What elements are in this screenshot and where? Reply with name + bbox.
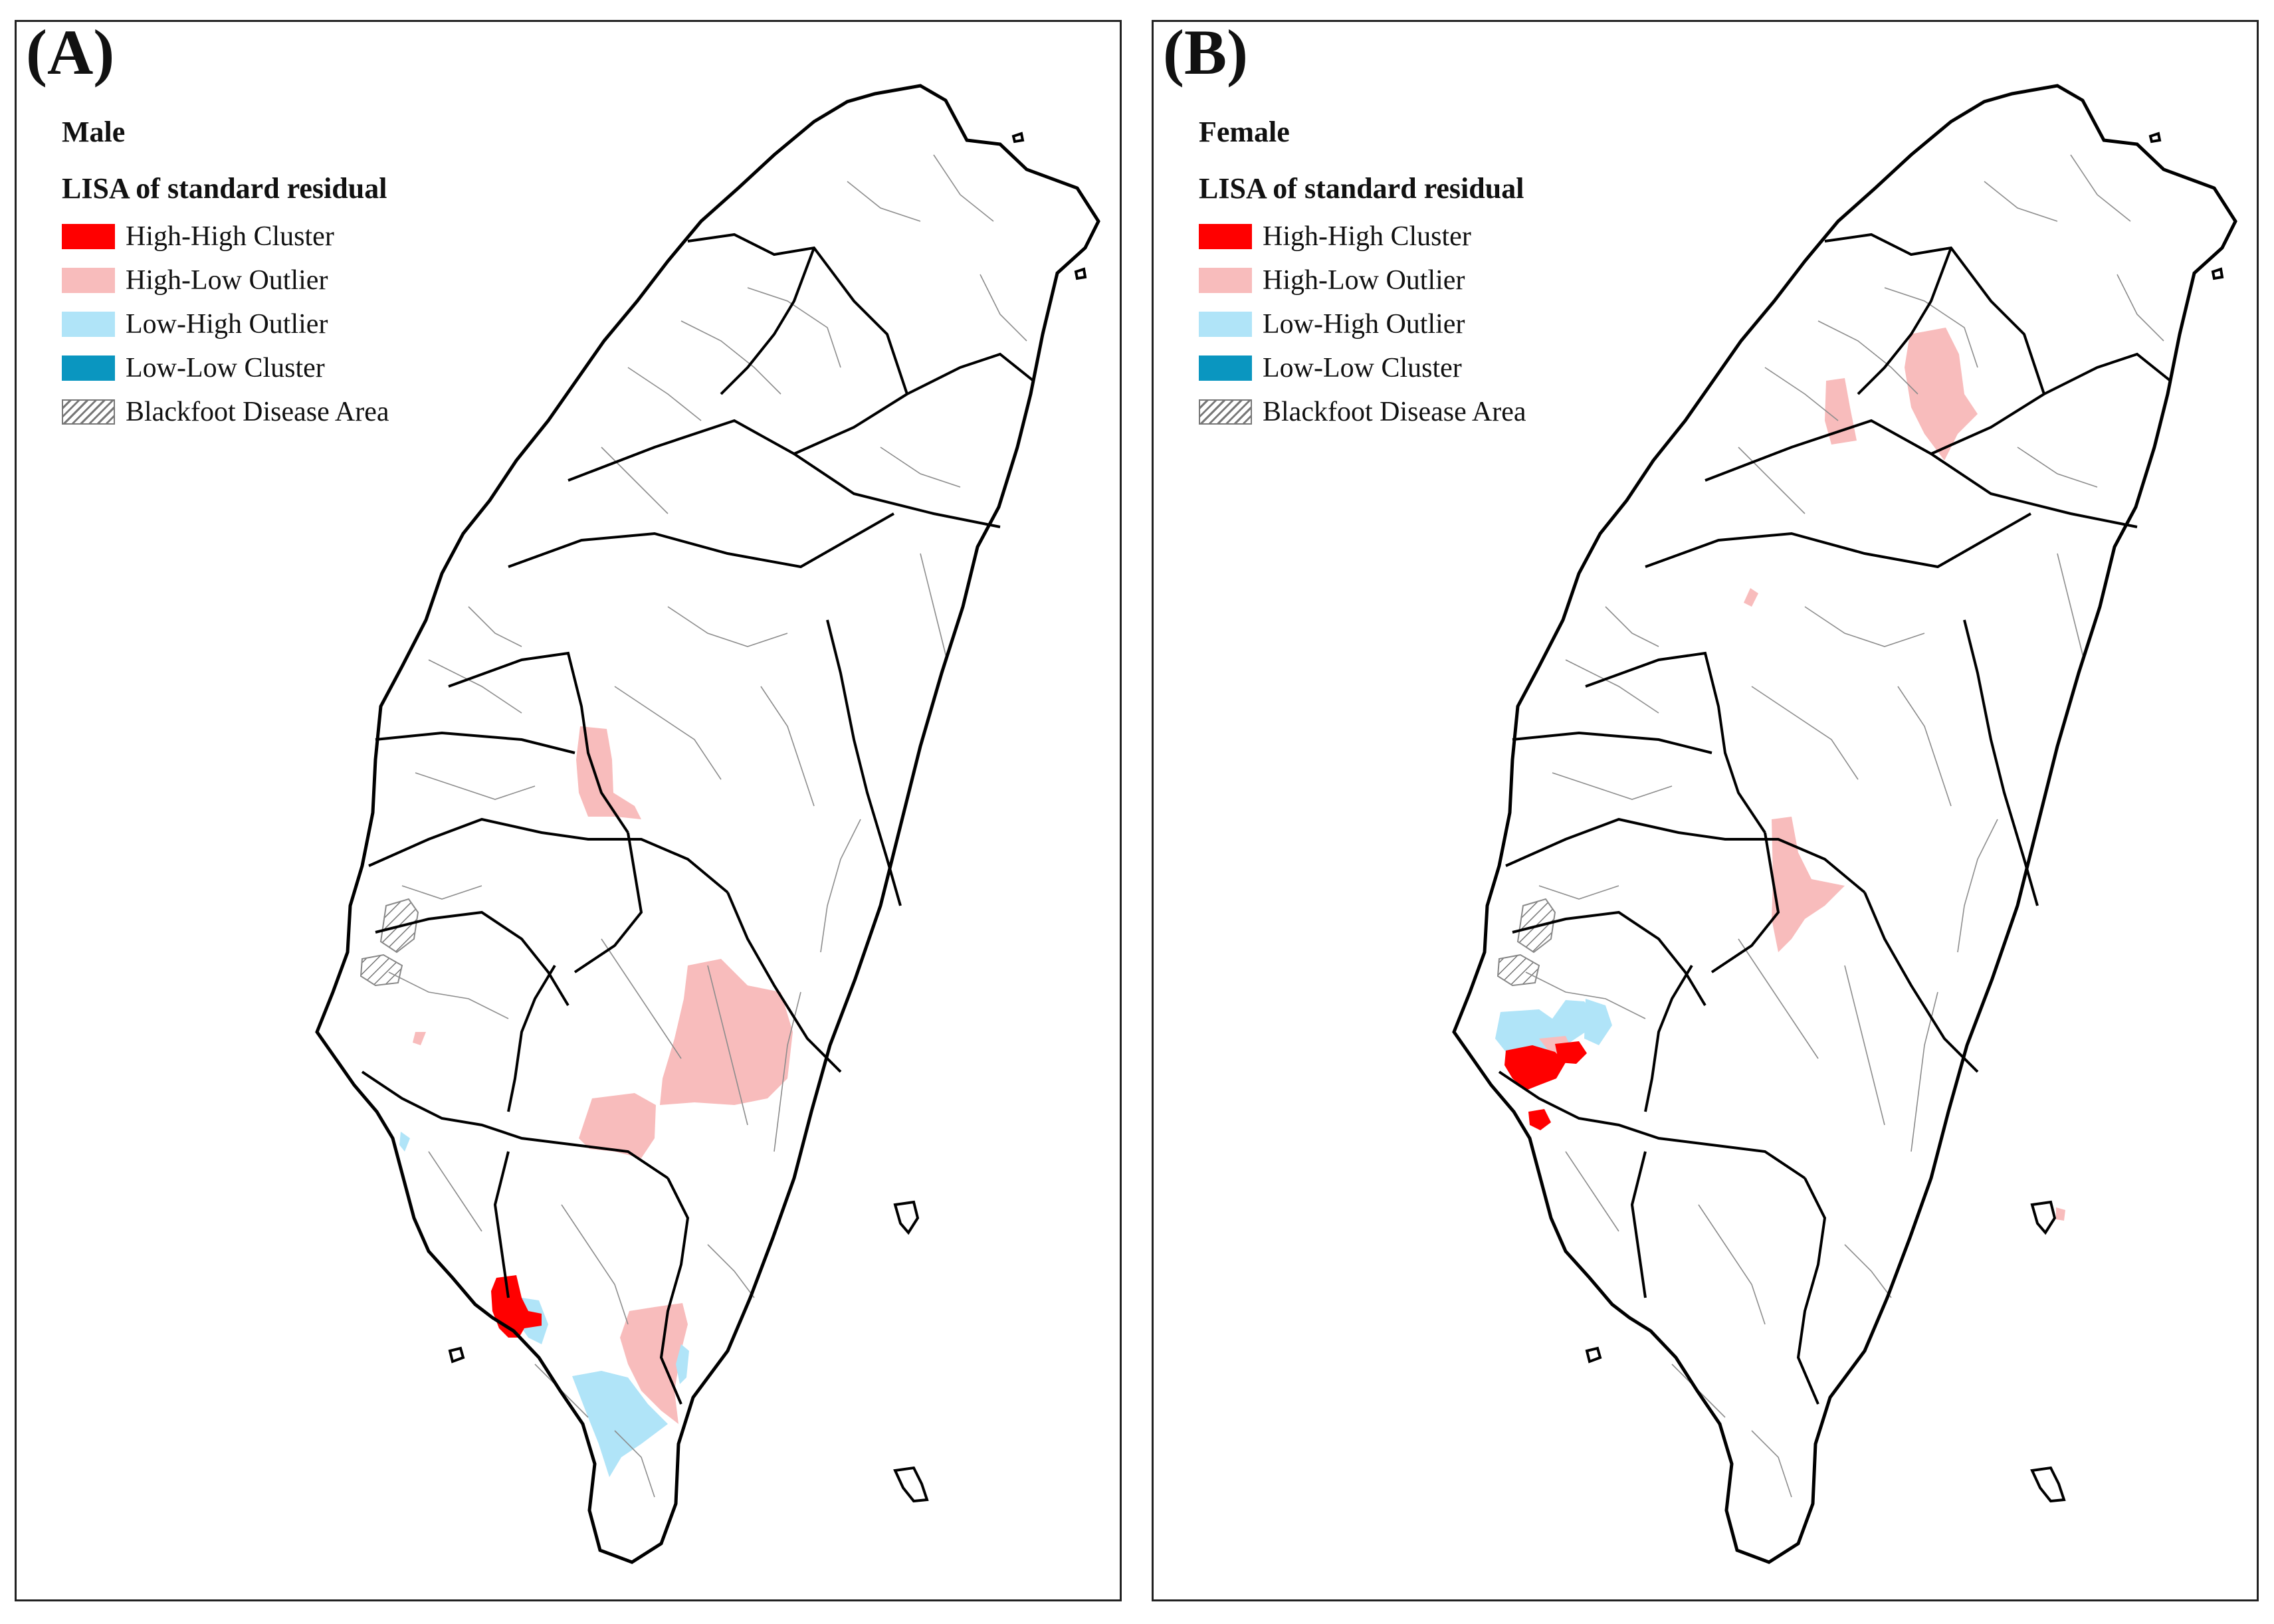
legend: Male LISA of standard residual High-High…	[62, 115, 389, 434]
legend-swatch	[1199, 268, 1252, 293]
legend-item-low-low: Low-Low Cluster	[1199, 346, 1526, 390]
legend-item-high-low: High-Low Outlier	[62, 258, 389, 302]
legend-title: LISA of standard residual	[62, 172, 387, 205]
legend-label: Blackfoot Disease Area	[126, 397, 389, 427]
legend-title: LISA of standard residual	[1199, 172, 1524, 205]
region-high-high-2	[1555, 1041, 1587, 1064]
blackfoot-area-2	[1497, 954, 1540, 987]
map-panel-female: (B) Female LISA of standard residual Hig…	[1152, 17, 2259, 1601]
legend-swatch-hatched	[1199, 399, 1252, 425]
region-high-low-4	[413, 1032, 426, 1045]
region-high-low-5	[620, 1303, 688, 1424]
blackfoot-area-2	[360, 954, 403, 987]
region-low-high-1	[1495, 1000, 1599, 1059]
legend-item-high-high: High-High Cluster	[62, 215, 389, 258]
region-low-high-3	[399, 1132, 410, 1152]
legend-item-low-low: Low-Low Cluster	[62, 346, 389, 390]
legend-item-high-low: High-Low Outlier	[1199, 258, 1526, 302]
legend-item-low-high: Low-High Outlier	[62, 302, 389, 346]
region-low-high-4	[676, 1344, 689, 1384]
region-high-low-3	[1744, 588, 1758, 607]
region-high-high-1	[491, 1275, 542, 1338]
legend-item-high-high: High-High Cluster	[1199, 215, 1526, 258]
legend-label: High-Low Outlier	[1263, 265, 1465, 296]
legend-label: Low-Low Cluster	[1263, 353, 1462, 383]
legend-swatch	[1199, 312, 1252, 337]
region-low-high-1	[572, 1371, 668, 1477]
legend-swatch-hatched	[62, 399, 115, 425]
panel-label: (A)	[26, 17, 115, 88]
region-high-low-3	[579, 1093, 656, 1158]
legend-swatch	[62, 355, 115, 381]
region-high-high-3	[1528, 1109, 1551, 1130]
panel-label: (B)	[1163, 17, 1248, 88]
legend-sex: Female	[1199, 116, 1290, 148]
legend-swatch	[62, 224, 115, 249]
legend-item-blackfoot: Blackfoot Disease Area	[62, 390, 389, 434]
map-female	[1154, 22, 2257, 1599]
legend-swatch	[62, 268, 115, 293]
map-panel-male: (A) Male LISA of standard residual High-…	[15, 17, 1122, 1601]
legend-label: Low-High Outlier	[126, 309, 328, 340]
region-high-low-1	[576, 726, 641, 819]
region-high-low-2	[660, 959, 793, 1105]
legend-label: High-High Cluster	[1263, 221, 1471, 252]
legend-label: Low-High Outlier	[1263, 309, 1465, 340]
legend-label: High-Low Outlier	[126, 265, 328, 296]
region-high-low-4	[1772, 817, 1845, 952]
legend-item-low-high: Low-High Outlier	[1199, 302, 1526, 346]
legend-swatch	[1199, 224, 1252, 249]
legend-swatch	[62, 312, 115, 337]
legend-item-blackfoot: Blackfoot Disease Area	[1199, 390, 1526, 434]
region-high-high-1	[1504, 1045, 1566, 1090]
region-high-low-5	[2056, 1207, 2065, 1221]
region-high-low-1	[1905, 328, 1978, 460]
legend-label: Blackfoot Disease Area	[1263, 397, 1526, 427]
legend: Female LISA of standard residual High-Hi…	[1199, 115, 1526, 434]
legend-label: Low-Low Cluster	[126, 353, 325, 383]
region-low-high-2	[1584, 999, 1612, 1045]
legend-sex: Male	[62, 116, 126, 148]
legend-swatch	[1199, 355, 1252, 381]
legend-label: High-High Cluster	[126, 221, 334, 252]
map-male	[17, 22, 1120, 1599]
